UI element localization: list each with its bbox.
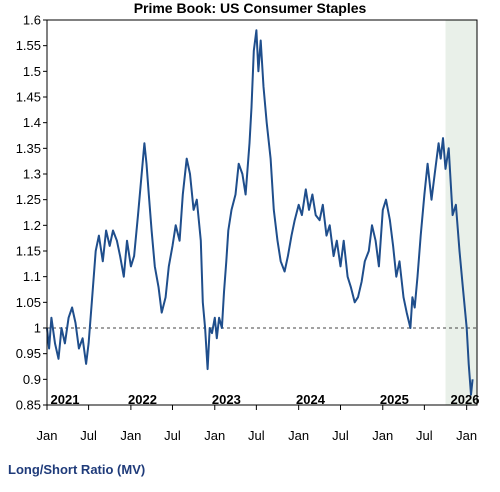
series-line-long-short-ratio: [46, 29, 474, 396]
y-tick-label: 1.5: [23, 64, 41, 79]
x-tick-label: Jan: [204, 428, 225, 443]
y-tick-label: 1.45: [16, 90, 41, 105]
year-label: 2023: [212, 392, 241, 407]
y-tick-label: 1.25: [16, 192, 41, 207]
x-tick-label: Jan: [120, 428, 141, 443]
x-axis: Jan Jul Jan Jul Jan Jul Jan Jul Jan Jul Jan 2021 202…: [37, 392, 480, 443]
x-tick-label: Jan: [37, 428, 58, 443]
x-tick-label: Jan: [456, 428, 477, 443]
year-label: 2024: [296, 392, 326, 407]
year-label: 2021: [51, 392, 80, 407]
legend-label: Long/Short Ratio (MV): [8, 462, 146, 477]
x-tick-label: Jul: [248, 428, 265, 443]
y-tick-label: 0.95: [16, 346, 41, 361]
y-tick-label: 1.4: [23, 115, 41, 130]
plot-frame: [46, 19, 478, 406]
x-tick-label: Jul: [164, 428, 181, 443]
year-label: 2026: [451, 392, 480, 407]
y-axis: 0.85 0.9 0.95 1 1.05 1.1 1.15 1.2 1.25 1.3 1.35 1.4…: [16, 13, 47, 413]
y-tick-label: 0.85: [16, 398, 41, 413]
y-tick-label: 1.35: [16, 141, 41, 156]
y-tick-label: 1: [34, 321, 41, 336]
y-tick-label: 1.2: [23, 218, 41, 233]
year-label: 2025: [380, 392, 409, 407]
x-tick-label: Jan: [288, 428, 309, 443]
x-tick-label: Jul: [332, 428, 349, 443]
x-tick-label: Jul: [416, 428, 433, 443]
shaded-region: [445, 20, 477, 405]
y-tick-label: 0.9: [23, 372, 41, 387]
chart-title: Prime Book: US Consumer Staples: [133, 0, 367, 16]
y-tick-label: 1.55: [16, 38, 41, 53]
y-tick-label: 1.1: [23, 269, 41, 284]
x-tick-label: Jan: [372, 428, 393, 443]
y-tick-label: 1.05: [16, 295, 41, 310]
y-tick-label: 1.15: [16, 244, 41, 259]
y-tick-label: 1.6: [23, 13, 41, 28]
year-label: 2022: [128, 392, 157, 407]
y-tick-label: 1.3: [23, 167, 41, 182]
x-tick-label: Jul: [80, 428, 97, 443]
